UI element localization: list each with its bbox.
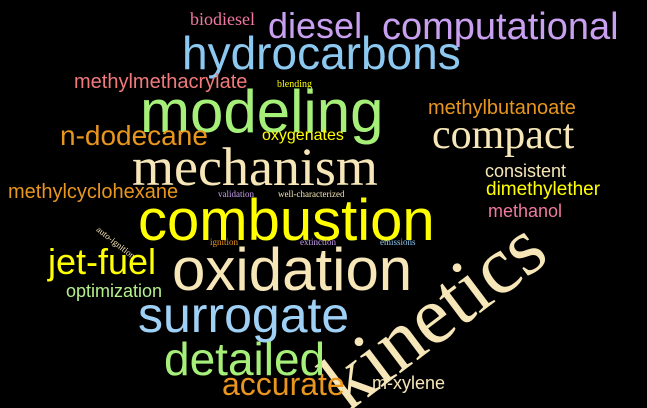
- word-biodiesel: biodiesel: [190, 9, 255, 29]
- word-emissions: emissions: [380, 237, 416, 247]
- word-optimization: optimization: [66, 281, 163, 301]
- word-ignition: ignition: [210, 237, 239, 247]
- word-methanol: methanol: [488, 201, 563, 221]
- word-validation: validation: [218, 189, 254, 199]
- word-extinction: extinction: [300, 237, 336, 247]
- word-diesel: diesel: [268, 5, 363, 46]
- word-methylbutanoate: methylbutanoate: [428, 97, 576, 119]
- word-combustion: combustion: [138, 188, 435, 253]
- word-surrogate: surrogate: [138, 287, 350, 343]
- word-methylcyclohexane: methylcyclohexane: [8, 181, 179, 203]
- word-well-characterized: well-characterized: [278, 189, 345, 199]
- word-blending: blending: [277, 79, 312, 90]
- word-consistent: consistent: [485, 161, 567, 181]
- word-oxidation: oxidation: [172, 236, 413, 303]
- word-m-xylene: m-xylene: [372, 373, 446, 393]
- word-detailed: detailed: [164, 333, 326, 385]
- word-computational: computational: [382, 6, 619, 48]
- word-methylmethacrylate: methylmethacrylate: [74, 71, 248, 93]
- word-n-dodecane: n-dodecane: [60, 120, 208, 151]
- word-dimethylether: dimethylether: [486, 179, 601, 200]
- word-mechanism: mechanism: [132, 137, 378, 197]
- word-hydrocarbons: hydrocarbons: [182, 27, 461, 79]
- word-compact: compact: [432, 112, 575, 158]
- word-modeling: modeling: [140, 78, 384, 145]
- word-jet-fuel: jet-fuel: [48, 241, 157, 282]
- word-accurate: accurate: [222, 366, 345, 402]
- word-oxygenates: oxygenates: [262, 127, 344, 144]
